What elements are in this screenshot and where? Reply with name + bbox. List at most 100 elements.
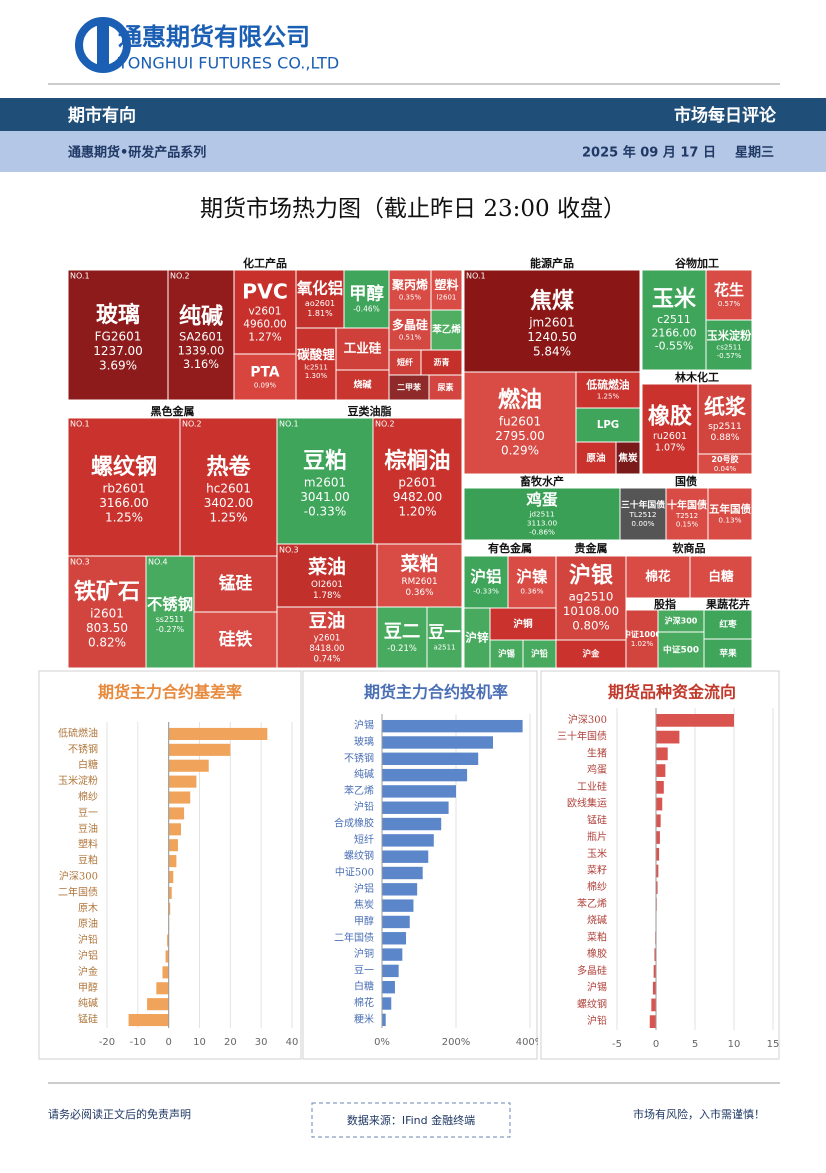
tile: 硅铁 (194, 612, 277, 668)
tile-name: 十年国债 (667, 498, 707, 511)
section-strip (556, 540, 626, 556)
tile-change: -0.55% (655, 340, 694, 353)
tile: 烧碱 (336, 370, 389, 400)
bar (156, 982, 169, 995)
tile-price: 1237.00 (93, 344, 143, 358)
tile: 尿素 (429, 375, 462, 400)
tile: 苯乙烯 (431, 310, 462, 350)
tile-name: 纯碱 (179, 303, 223, 329)
bar (382, 1013, 386, 1027)
tile-change: -0.33% (304, 505, 346, 519)
bar (382, 736, 493, 749)
tile-name: 菜油 (307, 555, 346, 578)
bar (168, 902, 171, 915)
tile: 甲醇-0.46% (344, 270, 389, 328)
tile-name: 尿素 (438, 382, 454, 392)
tile-code: jm2601 (528, 315, 575, 329)
tile-bg (464, 608, 490, 668)
tile-change: 3.69% (99, 359, 137, 373)
x-tick-label: 30 (255, 1037, 268, 1048)
y-tick-label: 橡胶 (587, 947, 607, 960)
tile-code: lc2511 (304, 363, 328, 371)
y-tick-label: 三十年国债 (557, 730, 607, 743)
tile-code: T2512 (675, 512, 698, 520)
section-strip (277, 404, 462, 418)
tile-bg (658, 632, 704, 668)
tile-name: 沪镍 (516, 567, 548, 586)
tile-code: rb2601 (102, 481, 145, 495)
tile: 白糖 (690, 556, 752, 598)
bar (382, 981, 395, 994)
y-tick-label: 焦炭 (354, 898, 374, 911)
bar (167, 934, 169, 947)
tile: 焦炭 (616, 442, 640, 474)
tile-bg (626, 556, 690, 598)
chart-panel: 期货主力合约基差率 -20 -10 0 10 20 30 40 低硫燃油不锈钢白糖玉米淀粉棉纱豆… (38, 670, 302, 1060)
y-tick-label: 豆一 (78, 807, 98, 819)
tile-bg (194, 612, 277, 668)
bar (382, 899, 414, 912)
tile: 锰硅 (194, 556, 277, 612)
tile-change: -0.57% (717, 352, 742, 360)
tile-price: 3166.00 (99, 496, 149, 510)
tile-bg (429, 375, 462, 400)
tile-code: v2601 (249, 306, 282, 318)
bar (653, 965, 656, 978)
tile-bg (706, 320, 752, 370)
bar (656, 847, 660, 861)
tile-bg (431, 310, 462, 350)
x-tick-label: 0 (165, 1037, 171, 1048)
tile-name: 沪锌 (465, 631, 489, 645)
chart-title: 期货主力合约基差率 (98, 683, 242, 702)
y-tick-label: 鸡蛋 (587, 763, 607, 776)
tile-rank: NO.1 (70, 272, 90, 281)
tile-bg (389, 270, 431, 310)
tile-price: 1240.50 (527, 330, 577, 344)
company-name: 通惠期货有限公司 (118, 23, 310, 51)
tile-bg (168, 270, 234, 400)
section-strip (68, 256, 462, 270)
y-tick-label: 菜粕 (587, 930, 607, 943)
tile-rank: NO.3 (279, 546, 299, 555)
y-tick-label: 甲醇 (354, 914, 374, 927)
y-tick-label: 二年国债 (58, 885, 98, 898)
tile-price: 9482.00 (393, 490, 443, 504)
x-tick-label: 15 (767, 1039, 780, 1050)
tile-rank: NO.1 (466, 272, 486, 281)
chart-title: 期货主力合约投机率 (364, 683, 508, 702)
y-tick-label: 螺纹钢 (344, 849, 374, 862)
tile-bg (194, 556, 277, 612)
tile: 原油 (576, 442, 616, 474)
y-tick-label: 沪深300 (59, 870, 98, 883)
tile-bg (690, 556, 752, 598)
section-strip (704, 598, 752, 610)
tile-bg (616, 442, 640, 474)
tile-name: 豆油 (309, 610, 346, 632)
tile-change: 1.25% (105, 511, 143, 525)
y-tick-label: 纯碱 (78, 997, 98, 1010)
tile-price: 3041.00 (300, 490, 350, 504)
y-tick-label: 苯乙烯 (577, 897, 607, 910)
section-strip (626, 540, 752, 556)
bar (382, 801, 449, 814)
tile-bg (464, 556, 508, 608)
tile: 工业硅 (336, 328, 389, 370)
source: 数据来源：IFind 金融终端 (347, 1113, 475, 1127)
bar (382, 850, 429, 863)
tile: 沪锌 (464, 608, 490, 668)
y-tick-label: 锰硅 (587, 813, 607, 826)
bar (656, 730, 680, 744)
tile-change: 0.00% (631, 519, 654, 528)
tile-code: l2601 (437, 293, 457, 301)
bar (382, 915, 410, 929)
